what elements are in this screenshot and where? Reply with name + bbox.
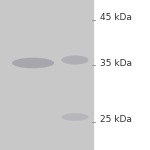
Text: 35 kDa: 35 kDa [100,58,132,68]
Bar [0,0,94,150]
Text: 25 kDa: 25 kDa [100,116,132,124]
Text: 45 kDa: 45 kDa [100,14,132,22]
Ellipse shape [12,58,54,68]
Ellipse shape [61,56,88,64]
Ellipse shape [61,113,88,121]
